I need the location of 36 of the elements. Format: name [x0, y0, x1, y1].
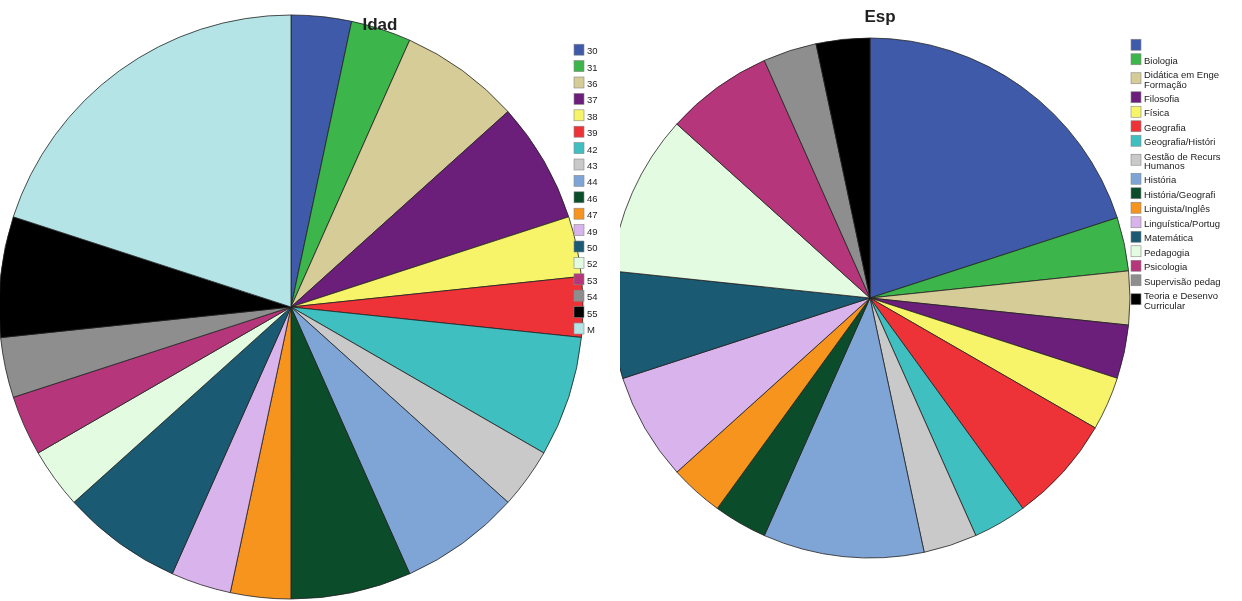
legend-label: 50: [587, 242, 598, 253]
legend-label: 30: [587, 45, 598, 57]
legend-label: 54: [587, 291, 598, 303]
legend-label: Gestão de Recurs Humanos: [1144, 150, 1221, 172]
legend-label: Teoria e Desenvo Curricular: [1144, 290, 1218, 311]
legend-label: 31: [587, 61, 598, 73]
legend-label: Linguística/Portug: [1144, 217, 1221, 229]
legend-label: 36: [587, 78, 598, 89]
legend-label: Didática em Enge Formação: [1144, 69, 1219, 90]
legend-label: 43: [587, 160, 598, 171]
legend-label: 53: [587, 274, 598, 286]
legend-label: 38: [587, 110, 598, 122]
legend-label: 49: [587, 225, 598, 237]
legend-label: 52: [587, 258, 598, 270]
legend-label: História: [1144, 174, 1177, 186]
legend-label: 39: [587, 127, 598, 139]
legend-label: Matemática: [1144, 232, 1194, 244]
legend-label: Filosofia: [1144, 92, 1181, 104]
legend-label: Supervisão pedag: [1144, 275, 1221, 287]
legend-label: Pedagogia: [1144, 246, 1191, 258]
legend-label: M: [587, 324, 595, 335]
legend-label: Geografia/Históri: [1144, 136, 1216, 148]
legend-label: Psicologia: [1144, 261, 1189, 273]
legend-label: Geografia: [1144, 121, 1187, 133]
legend-label: Linguista/Inglês: [1144, 203, 1211, 215]
legend-label: 46: [587, 192, 598, 204]
chart-title: Esp: [864, 7, 896, 26]
legend-label: 55: [587, 307, 598, 319]
chart-title: Idad: [362, 15, 398, 34]
legend-label: 37: [587, 94, 598, 106]
legend-label: 47: [587, 209, 598, 221]
legend-label: História/Geografi: [1144, 188, 1216, 200]
legend-label: Biologia: [1144, 54, 1179, 66]
legend-label: 42: [587, 143, 598, 155]
legend-label: 44: [587, 176, 598, 188]
legend-label: Física: [1144, 107, 1171, 119]
